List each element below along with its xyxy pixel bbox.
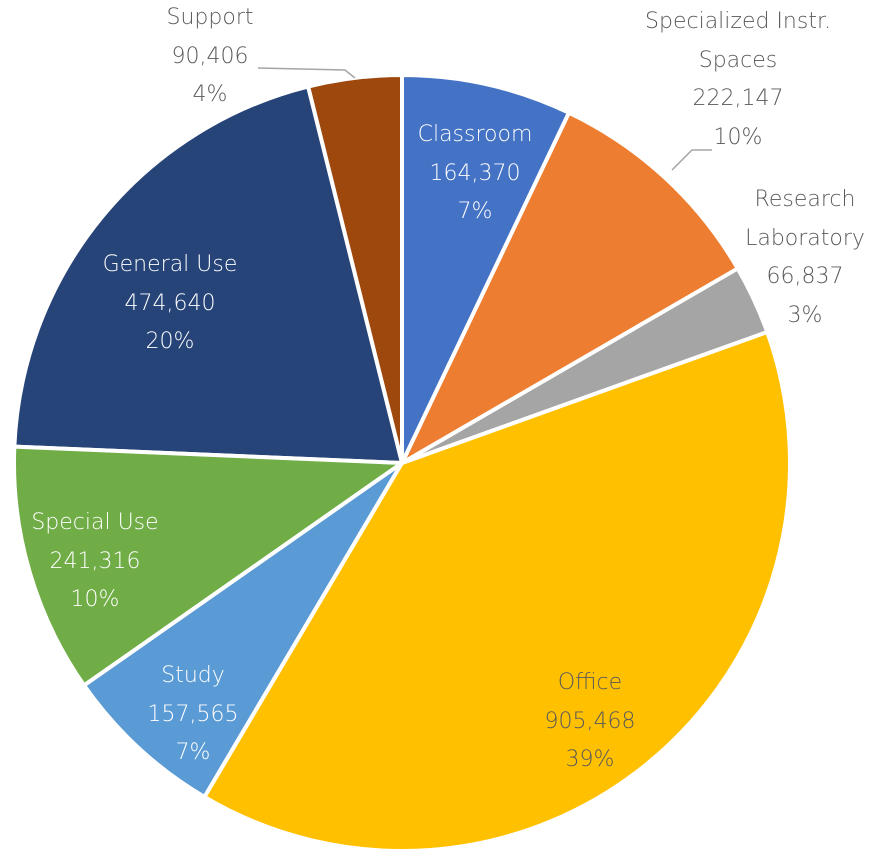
category-label: Specialized Instr. Spaces: [645, 9, 831, 73]
slice-label: Office 905,468 39%: [500, 664, 680, 780]
percent-label: 39%: [565, 747, 615, 772]
percent-label: 20%: [145, 329, 195, 354]
value-label: 222,147: [692, 86, 784, 111]
pie-slice: [400, 73, 571, 465]
value-label: 241,316: [49, 548, 141, 574]
value-label: 157,565: [147, 701, 239, 727]
category-label: General Use: [102, 252, 238, 277]
slice-label: Special Use 241,316 10%: [15, 504, 175, 620]
slice-label: Specialized Instr. Spaces 222,147 10%: [643, 3, 833, 157]
value-label: 905,468: [544, 708, 636, 734]
category-label: Support: [166, 5, 254, 30]
percent-label: 10%: [713, 124, 763, 150]
category-label: Research Laboratory: [745, 187, 865, 251]
leader-line: [257, 67, 356, 79]
slice-label: Support 90,406 4%: [130, 0, 290, 115]
slice-label: Study 157,565 7%: [113, 657, 273, 773]
category-label: Office: [557, 670, 623, 695]
pie-slice: [82, 461, 404, 799]
category-label: Study: [161, 663, 225, 688]
slice-label: Classroom 164,370 7%: [385, 116, 565, 232]
pie-slice: [202, 329, 792, 853]
pie-slice: [400, 110, 740, 465]
slice-label: Research Laboratory 66,837 3%: [730, 181, 874, 335]
percent-label: 3%: [787, 302, 823, 328]
value-label: 474,640: [124, 290, 216, 316]
percent-label: 7%: [175, 740, 211, 765]
pie-slice: [12, 84, 404, 465]
percent-label: 7%: [457, 199, 493, 224]
leader-line: [671, 149, 712, 171]
category-label: Special Use: [31, 510, 159, 535]
pie-slice: [12, 444, 404, 688]
value-label: 90,406: [171, 43, 249, 69]
slice-label: General Use 474,640 20%: [80, 246, 260, 362]
value-label: 66,837: [766, 264, 844, 289]
percent-label: 4%: [192, 82, 228, 107]
value-label: 164,370: [429, 160, 521, 186]
percent-label: 10%: [70, 587, 120, 612]
category-label: Classroom: [417, 122, 533, 147]
